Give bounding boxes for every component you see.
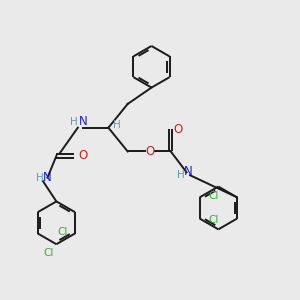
- Text: N: N: [43, 171, 52, 184]
- Text: O: O: [174, 123, 183, 136]
- Text: Cl: Cl: [208, 215, 218, 225]
- Text: H: H: [113, 120, 121, 130]
- Text: N: N: [79, 115, 88, 128]
- Text: N: N: [184, 165, 193, 178]
- Text: Cl: Cl: [57, 227, 68, 237]
- Text: Cl: Cl: [208, 191, 218, 201]
- Text: H: H: [70, 117, 78, 127]
- Text: O: O: [78, 149, 87, 162]
- Text: H: H: [177, 170, 185, 180]
- Text: O: O: [146, 145, 154, 158]
- Text: H: H: [36, 172, 44, 183]
- Text: Cl: Cl: [44, 248, 54, 257]
